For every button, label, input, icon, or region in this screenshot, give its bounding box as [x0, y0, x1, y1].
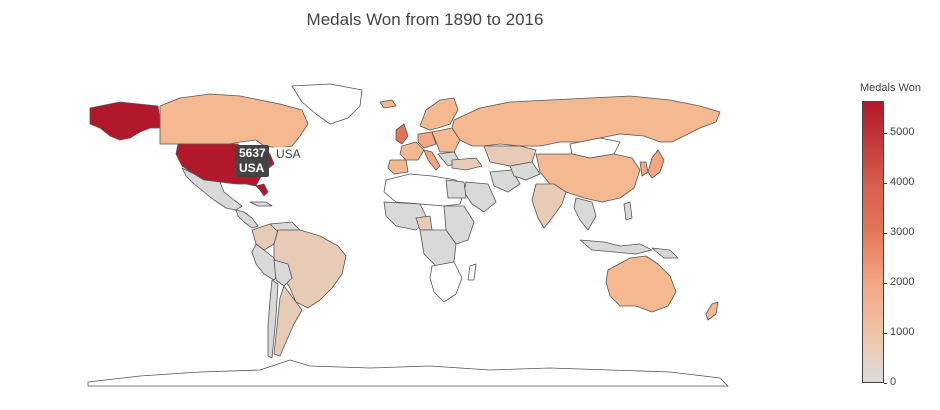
tooltip-value: 5637: [239, 146, 266, 160]
country-saudi-arabia[interactable]: [463, 181, 497, 213]
tooltip-side-label: USA: [274, 147, 303, 161]
colorbar-tick-label: 5000: [890, 125, 915, 138]
country-mexico[interactable]: [181, 167, 243, 211]
country-egypt[interactable]: [445, 179, 467, 199]
country-australia[interactable]: [605, 255, 677, 313]
country-turkey[interactable]: [451, 157, 483, 171]
country-iran[interactable]: [489, 169, 521, 193]
country-new-zealand[interactable]: [705, 301, 719, 321]
country-russia[interactable]: [451, 95, 721, 147]
country-korea[interactable]: [639, 161, 649, 177]
colorbar-tick-label: 3000: [890, 225, 915, 238]
country-canada[interactable]: [159, 93, 309, 149]
country-iceland[interactable]: [379, 99, 397, 109]
country-peru[interactable]: [251, 243, 281, 281]
colorbar-tick-label: 2000: [890, 275, 915, 288]
country-west-africa[interactable]: [383, 201, 429, 231]
country-new-guinea[interactable]: [651, 247, 679, 259]
country-india[interactable]: [531, 183, 567, 229]
country-italy[interactable]: [423, 149, 441, 171]
country-central-asia[interactable]: [509, 161, 541, 181]
country-north-africa[interactable]: [383, 173, 465, 207]
colorbar-tick-mark: [884, 132, 887, 134]
colorbar-title: Medals Won: [860, 82, 921, 94]
colorbar-tick-mark: [884, 332, 887, 334]
country-bolivia[interactable]: [273, 259, 293, 287]
country-spain[interactable]: [387, 159, 409, 175]
country-southeast-asia[interactable]: [573, 197, 597, 231]
colorbar-tick-mark: [884, 232, 887, 234]
country-philippines[interactable]: [623, 201, 633, 221]
country-alaska[interactable]: [89, 101, 161, 141]
country-southern-africa[interactable]: [429, 261, 463, 303]
country-scandinavia[interactable]: [419, 97, 459, 131]
chart-title: Medals Won from 1890 to 2016: [306, 10, 544, 29]
country-japan[interactable]: [647, 149, 665, 179]
colorbar-tick-label: 1000: [890, 325, 915, 338]
country-antarctica: [87, 359, 729, 387]
colorbar-tick-mark: [884, 383, 887, 384]
country-uk[interactable]: [395, 123, 409, 145]
country-chile[interactable]: [267, 279, 279, 359]
colorbar-tick-mark: [884, 182, 887, 184]
country-greenland[interactable]: [291, 83, 363, 125]
country-argentina[interactable]: [273, 285, 303, 357]
world-map: [87, 83, 729, 387]
colorbar-tick-label: 0: [890, 376, 897, 388]
country-usa-florida[interactable]: [255, 183, 269, 197]
colorbar: [862, 101, 884, 383]
tooltip-box: 5637 USA: [236, 145, 269, 177]
country-cuba[interactable]: [249, 201, 273, 207]
colorbar-tick-label: 4000: [890, 175, 915, 188]
country-madagascar[interactable]: [467, 263, 477, 281]
country-central-america[interactable]: [235, 209, 259, 229]
colorbar-tick-mark: [884, 282, 887, 284]
hover-tooltip: 5637 USA USA: [236, 145, 303, 177]
country-indonesia[interactable]: [579, 239, 653, 255]
country-france[interactable]: [399, 141, 425, 161]
tooltip-country: USA: [239, 161, 265, 175]
country-germany[interactable]: [417, 131, 437, 149]
